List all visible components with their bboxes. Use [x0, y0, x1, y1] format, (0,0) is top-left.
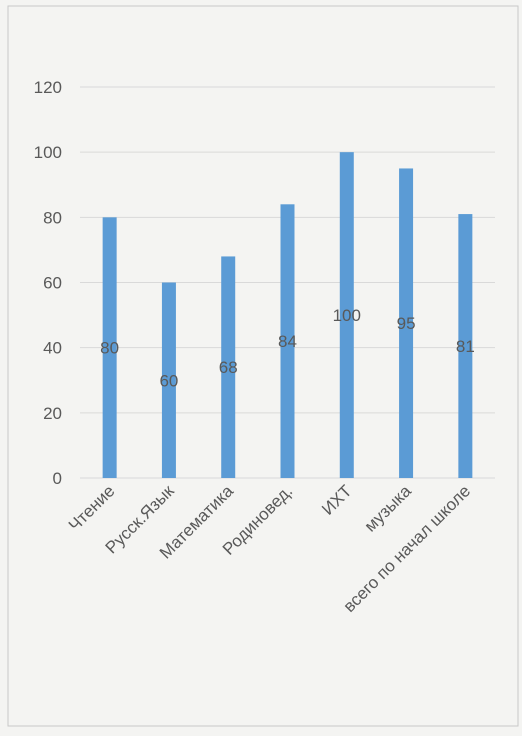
data-labels: 80 60 68 84 100 95 81	[100, 306, 475, 390]
data-label-3: 84	[278, 332, 297, 351]
y-tick-label-4: 80	[43, 208, 62, 227]
y-tick-label-1: 20	[43, 404, 62, 423]
data-label-2: 68	[219, 358, 238, 377]
y-tick-label-2: 40	[43, 339, 62, 358]
y-tick-label-3: 60	[43, 274, 62, 293]
data-label-6: 81	[456, 337, 475, 356]
bar-1	[161, 282, 176, 478]
bar-3	[280, 204, 295, 479]
x-tick-label-4: ИХТ	[318, 481, 355, 518]
bars	[102, 152, 473, 479]
chart-border	[7, 5, 519, 727]
data-label-0: 80	[100, 339, 119, 358]
bar-5	[399, 168, 414, 479]
y-tick-label-0: 0	[53, 469, 62, 488]
bar-4	[339, 152, 354, 478]
y-tick-label-5: 100	[34, 143, 62, 162]
x-tick-label-5: музыка	[361, 481, 416, 536]
x-tick-label-0: Чтение	[65, 481, 119, 535]
bar-6	[458, 214, 473, 478]
data-label-4: 100	[333, 306, 361, 325]
y-tick-label-6: 120	[34, 78, 62, 97]
data-label-1: 60	[159, 371, 178, 390]
bar-0	[102, 217, 117, 479]
y-axis-tick-labels: 0 20 40 60 80 100 120	[34, 78, 62, 488]
bar-2	[221, 256, 236, 478]
data-label-5: 95	[397, 314, 416, 333]
